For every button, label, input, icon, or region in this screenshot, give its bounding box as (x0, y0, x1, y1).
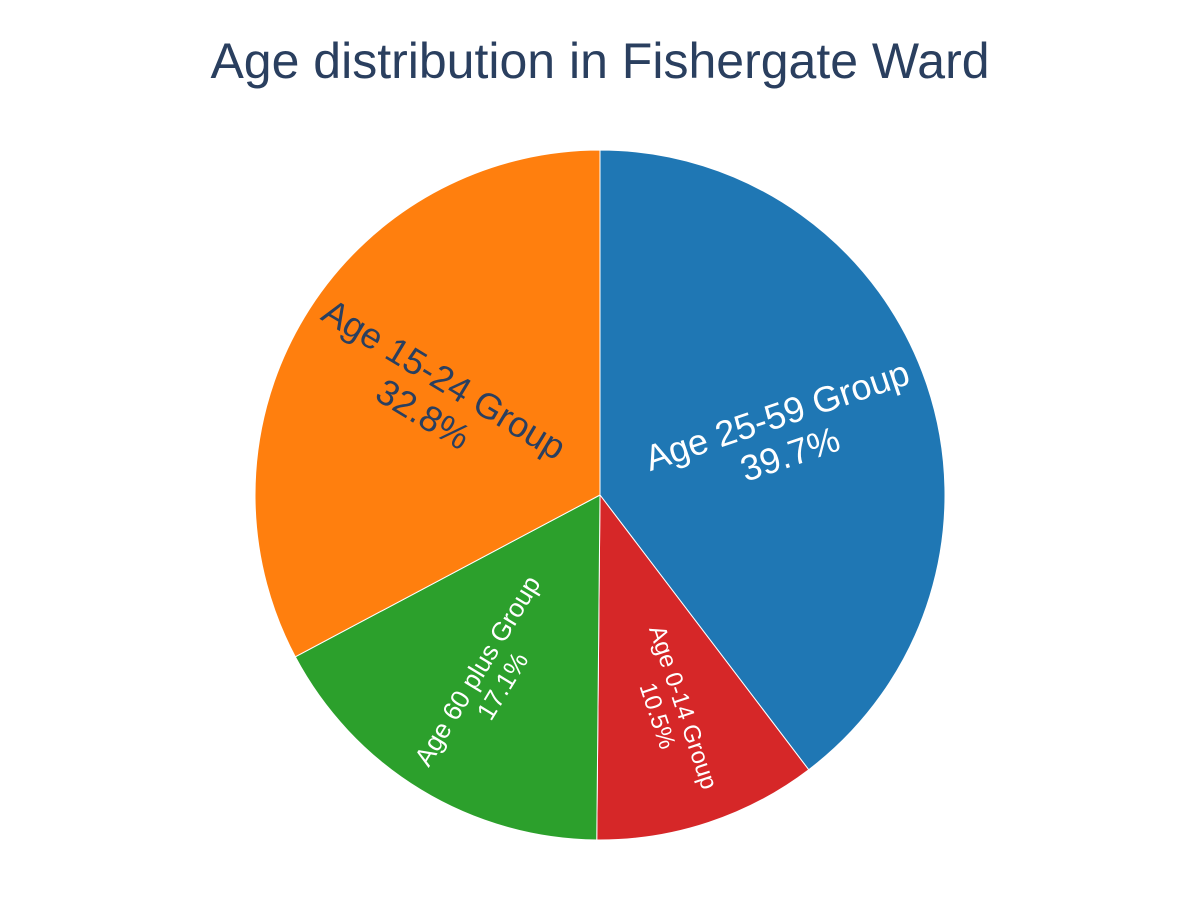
pie-slice-age-15-24-group (254, 149, 601, 658)
pie-slice-age-60-plus-group (294, 494, 601, 841)
pie-slice-age-0-14-group (596, 493, 810, 841)
pie-slice-age-25-59-group (599, 149, 946, 771)
chart-title: Age distribution in Fishergate Ward (210, 33, 990, 89)
